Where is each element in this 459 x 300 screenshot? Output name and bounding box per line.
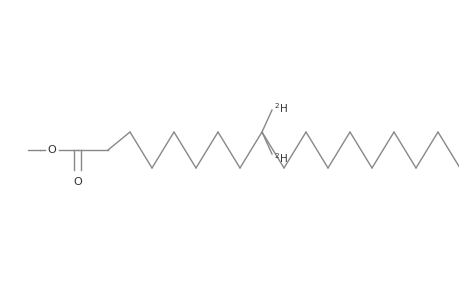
Text: $^{2}$H: $^{2}$H (274, 101, 287, 115)
Text: O: O (48, 145, 56, 155)
Text: $^{2}$H: $^{2}$H (274, 151, 287, 165)
Text: O: O (73, 177, 82, 187)
